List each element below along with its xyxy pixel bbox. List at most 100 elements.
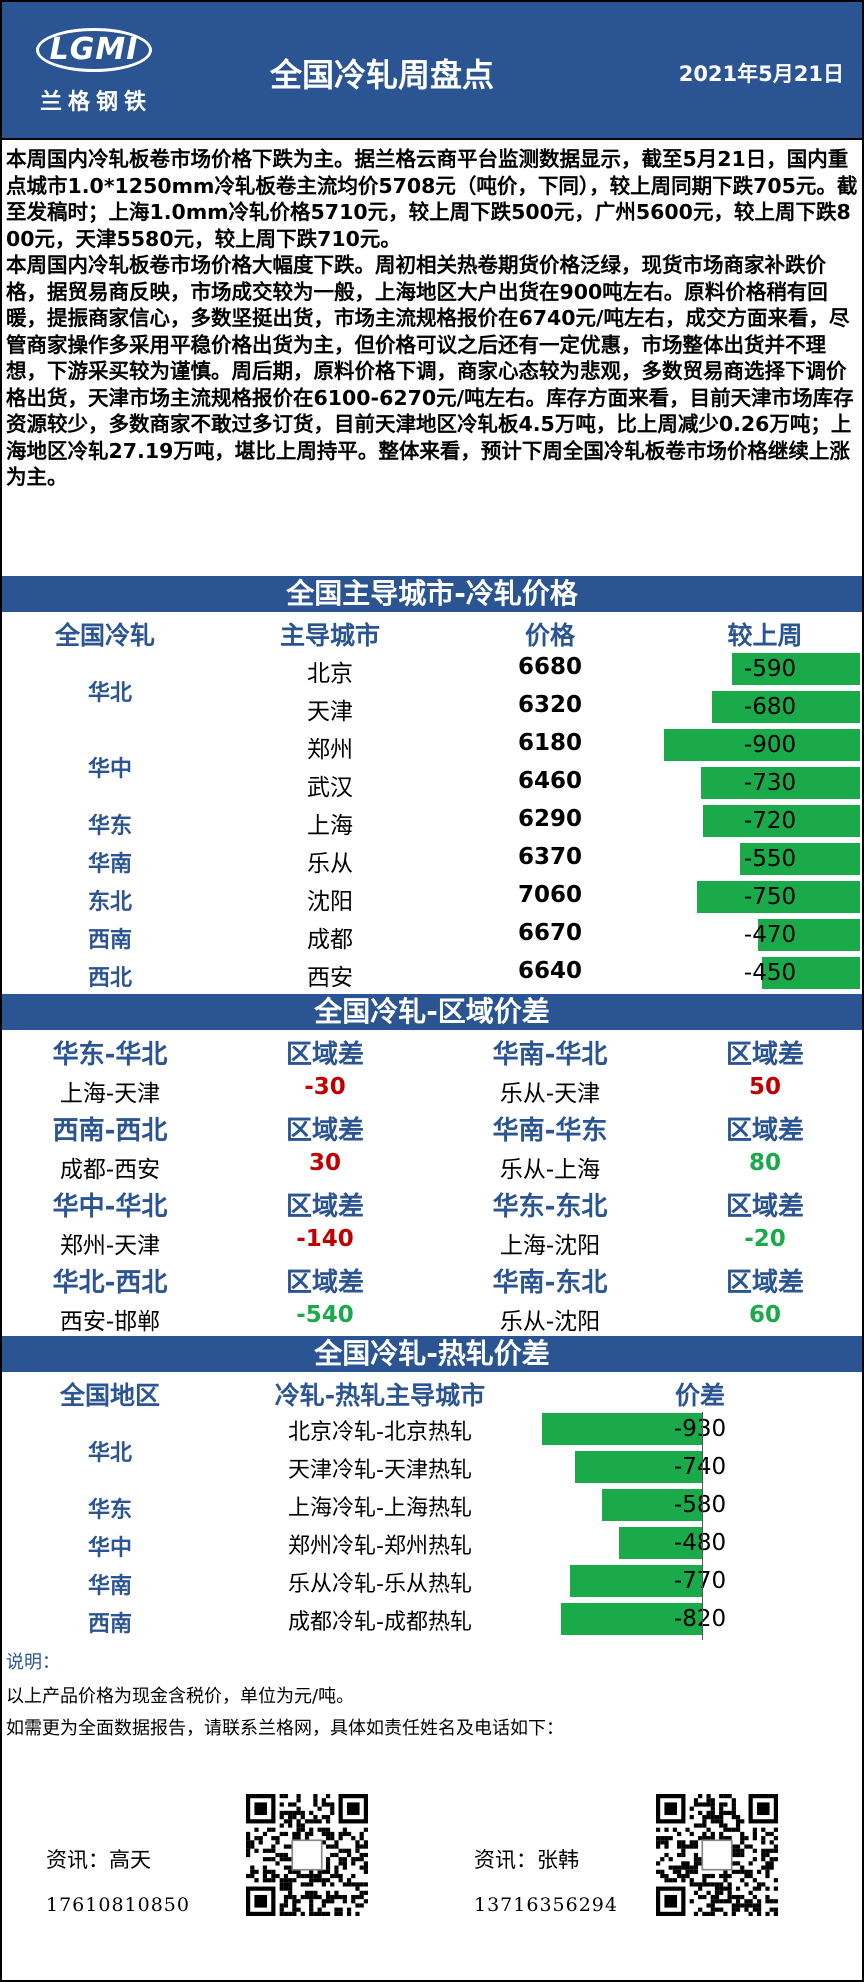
hot-city-pair: 北京冷轧-北京热轧: [288, 1420, 472, 1445]
diff-label: 区域差: [285, 1040, 364, 1070]
hot-diff-bar: [569, 1565, 702, 1597]
diff-label: 区域差: [285, 1192, 364, 1222]
change-bar: [740, 843, 860, 875]
diff-section-banner: 全国冷轧-区域价差: [2, 994, 862, 1030]
price-header-2: 价格: [524, 621, 575, 650]
change-value: -750: [743, 884, 797, 910]
change-cell: -550: [680, 842, 860, 876]
hot-header-0: 全国地区: [59, 1381, 160, 1410]
diff-region-title: 华南-华东: [492, 1116, 608, 1146]
change-value: -470: [743, 922, 797, 948]
hot-diff-cell: -770: [520, 1564, 760, 1598]
diff-label: 区域差: [285, 1268, 364, 1298]
hot-diff-value: -930: [673, 1416, 727, 1442]
diff-label: 区域差: [725, 1040, 804, 1070]
hot-diff-bar: [602, 1489, 702, 1521]
hot-diff-cell: -740: [520, 1450, 760, 1484]
hot-diff-cell: -580: [520, 1488, 760, 1522]
change-cell: -750: [680, 880, 860, 914]
price-header-3: 较上周: [727, 621, 803, 650]
city-price: 6680: [517, 654, 582, 680]
contact-label-1: 资讯：高天: [46, 1848, 151, 1872]
change-value: -720: [743, 808, 797, 834]
city-name: 上海: [307, 813, 353, 839]
change-cell: -900: [664, 728, 860, 762]
change-bar: [664, 729, 860, 761]
market-summary: 本周国内冷轧板卷市场价格下跌为主。据兰格云商平台监测数据显示，截至5月21日，国…: [6, 146, 858, 491]
summary-paragraph-2: 本周国内冷轧板卷市场价格大幅度下跌。周初相关热卷期货价格泛绿，现货市场商家补跌价…: [6, 253, 854, 489]
hot-diff-value: -770: [673, 1568, 727, 1594]
hot-diff-bar: [560, 1603, 702, 1635]
diff-value: -540: [296, 1302, 354, 1328]
change-value: -550: [743, 846, 797, 872]
diff-region-title: 华北-西北: [52, 1268, 168, 1298]
region-label: 华南: [87, 852, 132, 877]
change-value: -900: [743, 732, 797, 758]
logo-oval: [36, 28, 152, 72]
price-header-0: 全国冷轧: [54, 621, 155, 650]
city-name: 成都: [307, 927, 353, 953]
notes-label: 说明：: [6, 1652, 60, 1673]
region-label: 华东: [87, 814, 132, 839]
change-bar: [731, 653, 860, 685]
price-header-1: 主导城市: [279, 621, 380, 650]
diff-city-pair: 西安-邯郸: [59, 1309, 161, 1335]
change-cell: -680: [680, 690, 860, 724]
notes-line-2: 如需更为全面数据报告，请联系兰格网，具体如责任姓名及电话如下：: [6, 1718, 564, 1739]
diff-label: 区域差: [725, 1268, 804, 1298]
hot-section-banner: 全国冷轧-热轧价差: [2, 1336, 862, 1372]
city-name: 北京: [307, 661, 353, 687]
region-label: 西南: [87, 928, 132, 953]
change-bar: [762, 957, 860, 989]
hot-city-pair: 上海冷轧-上海热轧: [288, 1496, 472, 1521]
hot-diff-bar: [542, 1413, 702, 1445]
region-label: 西北: [87, 966, 132, 991]
hot-region-label: 西南: [87, 1612, 132, 1637]
hot-diff-value: -580: [673, 1492, 727, 1518]
change-value: -450: [743, 960, 797, 986]
hot-diff-cell: -480: [520, 1526, 760, 1560]
page-title: 全国冷轧周盘点: [269, 56, 494, 94]
hot-header-1: 冷轧-热轧主导城市: [274, 1381, 486, 1410]
notes-line-1: 以上产品价格为现金含税价，单位为元/吨。: [6, 1686, 355, 1707]
change-cell: -730: [680, 766, 860, 800]
hot-diff-cell: -820: [520, 1602, 760, 1636]
logo-text: LGMI: [49, 32, 139, 67]
diff-label: 区域差: [285, 1116, 364, 1146]
diff-value: 80: [748, 1150, 781, 1176]
city-price: 6640: [517, 958, 582, 984]
hot-region-label: 华北: [87, 1441, 132, 1466]
hot-city-pair: 乐从冷轧-乐从热轧: [288, 1572, 472, 1597]
hot-region-label: 华南: [87, 1574, 132, 1599]
city-name: 西安: [307, 965, 353, 991]
city-name: 郑州: [307, 737, 353, 763]
diff-value: -140: [296, 1226, 354, 1252]
diff-city-pair: 成都-西安: [59, 1157, 161, 1183]
hot-header-2: 价差: [674, 1381, 725, 1410]
diff-value: 50: [748, 1074, 781, 1100]
region-label: 华中: [87, 757, 132, 782]
diff-value: -30: [304, 1074, 346, 1100]
city-price: 6460: [517, 768, 582, 794]
summary-paragraph-1: 本周国内冷轧板卷市场价格下跌为主。据兰格云商平台监测数据显示，截至5月21日，国…: [6, 147, 858, 251]
hot-diff-bar: [619, 1527, 702, 1559]
diff-city-pair: 上海-沈阳: [499, 1233, 601, 1259]
change-value: -590: [743, 656, 797, 682]
city-name: 天津: [307, 699, 353, 725]
hot-city-pair: 郑州冷轧-郑州热轧: [288, 1534, 472, 1559]
change-bar: [696, 881, 860, 913]
diff-region-title: 华东-华北: [52, 1040, 168, 1070]
diff-label: 区域差: [725, 1116, 804, 1146]
diff-value: -20: [744, 1226, 786, 1252]
city-price: 6370: [517, 844, 582, 870]
diff-city-pair: 乐从-上海: [499, 1157, 601, 1183]
hot-axis-line: [702, 1412, 703, 1640]
city-price: 6290: [517, 806, 582, 832]
diff-value: 60: [748, 1302, 781, 1328]
region-label: 华北: [87, 681, 132, 706]
diff-region-title: 华南-华北: [492, 1040, 608, 1070]
diff-label: 区域差: [725, 1192, 804, 1222]
city-price: 6670: [517, 920, 582, 946]
change-cell: -590: [680, 652, 860, 686]
